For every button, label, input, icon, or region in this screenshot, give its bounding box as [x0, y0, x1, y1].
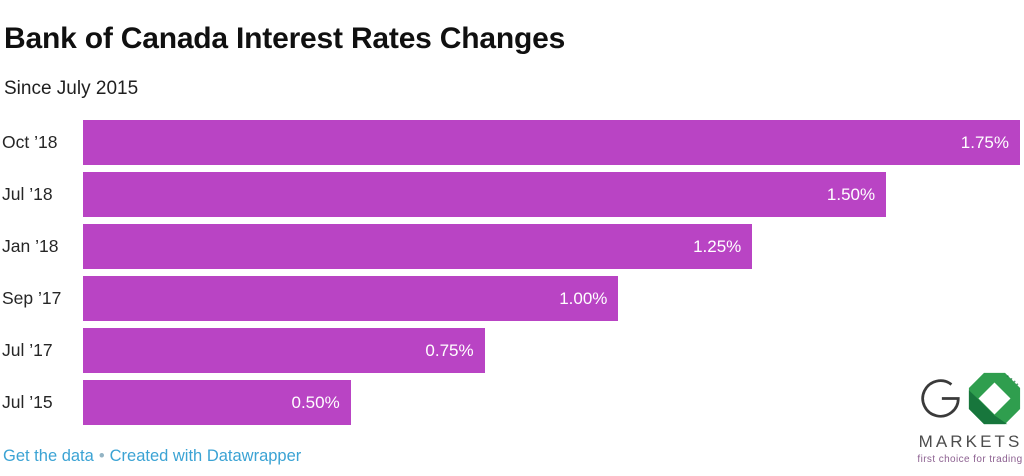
go-markets-logo: MARKETS first choice for trading: [917, 372, 1023, 465]
attribution-footer: Get the data • Created with Datawrapper: [3, 447, 301, 466]
category-label: Jul ’15: [2, 392, 53, 412]
bar: 1.50%: [83, 172, 887, 217]
logo-tagline: first choice for trading: [917, 454, 1023, 465]
bar-track: 1.00%: [83, 276, 1020, 321]
value-label: 0.50%: [291, 392, 340, 412]
value-label: 1.25%: [693, 236, 742, 256]
chart-title: Bank of Canada Interest Rates Changes: [4, 22, 566, 56]
bar: 0.50%: [83, 380, 351, 425]
bar-track: 0.50%: [83, 380, 1020, 425]
bar: 1.00%: [83, 276, 619, 321]
category-label: Jul ’17: [2, 340, 53, 360]
datawrapper-credit-link[interactable]: Created with Datawrapper: [109, 447, 302, 465]
chart-row: Oct ’18 1.75%: [0, 120, 1020, 165]
category-label: Jul ’18: [2, 184, 53, 204]
bar: 1.25%: [83, 224, 753, 269]
bar-track: 1.75%: [83, 120, 1020, 165]
chart-row: Jul ’18 1.50%: [0, 172, 1020, 217]
g-letter-icon: [920, 371, 961, 431]
bar-track: 0.75%: [83, 328, 1020, 373]
category-label: Jan ’18: [2, 236, 59, 256]
bar-rows: Oct ’18 1.75% Jul ’18 1.50% Jan ’18 1.25% Sep …: [0, 120, 1020, 425]
bar-chart: Oct ’18 1.75% Jul ’18 1.50% Jan ’18 1.25% Sep …: [0, 120, 1020, 425]
bar-track: 1.50%: [83, 172, 1020, 217]
bar-track: 1.25%: [83, 224, 1020, 269]
bar: 1.75%: [83, 120, 1020, 165]
bar: 0.75%: [83, 328, 485, 373]
value-label: 1.00%: [559, 288, 608, 308]
value-label: 1.50%: [826, 184, 876, 204]
get-the-data-link[interactable]: Get the data: [3, 447, 94, 465]
o-octagon-icon: [968, 372, 1021, 430]
value-label: 0.75%: [425, 340, 474, 360]
markets-wordmark: MARKETS: [918, 432, 1023, 451]
value-label: 1.75%: [960, 132, 1009, 152]
category-label: Oct ’18: [2, 132, 58, 152]
chart-row: Sep ’17 1.00%: [0, 276, 1020, 321]
chart-row: Jan ’18 1.25%: [0, 224, 1020, 269]
chart-row: Jul ’15 0.50%: [0, 380, 1020, 425]
chart-subtitle: Since July 2015: [4, 78, 139, 99]
chart-row: Jul ’17 0.75%: [0, 328, 1020, 373]
logo-brand-row: [920, 372, 1021, 429]
footer-separator: •: [98, 447, 105, 465]
category-label: Sep ’17: [2, 288, 62, 308]
